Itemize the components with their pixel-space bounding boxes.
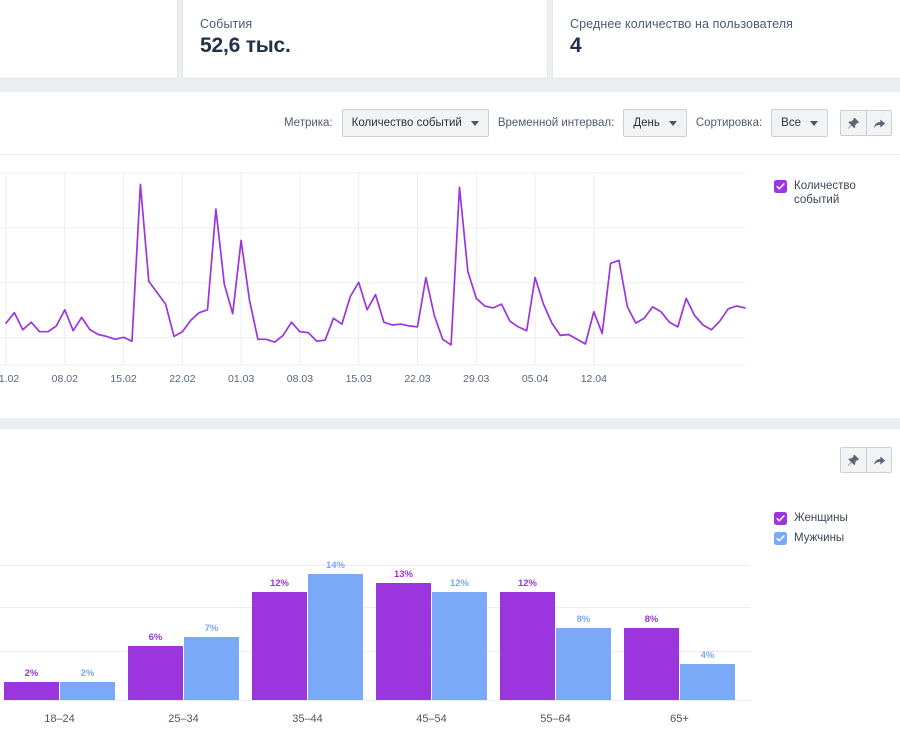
share-button[interactable] — [866, 447, 892, 473]
share-icon — [873, 119, 885, 128]
bar-value-label: 12% — [449, 578, 470, 589]
section-gap-1 — [0, 81, 900, 92]
line-chart-legend: Количество событий — [774, 179, 889, 213]
bar[interactable] — [432, 592, 487, 700]
pin-icon — [847, 117, 860, 129]
legend-item-men[interactable]: Мужчины — [774, 531, 848, 545]
legend-checkbox[interactable] — [774, 512, 787, 525]
x-axis-tick: 29.03 — [463, 373, 490, 385]
sort-dropdown[interactable]: Все — [771, 109, 828, 137]
bar[interactable] — [680, 664, 735, 700]
bar-chart-legend: Женщины Мужчины — [774, 511, 848, 551]
bar[interactable] — [60, 682, 115, 700]
pin-button[interactable] — [840, 447, 866, 473]
kpi-value: 52,6 тыс. — [200, 34, 291, 57]
age-gender-bar-chart[interactable]: 2% 2% 18–24 6% 7% 25–34 12% 14% 35–44 13% 12% 45–54… — [0, 491, 760, 749]
kpi-label: Среднее количество на пользователя — [570, 17, 794, 31]
sort-dropdown-value: Все — [781, 117, 801, 129]
bar-category-label: 25–34 — [168, 713, 199, 725]
bar-value-label: 4% — [700, 650, 715, 661]
x-axis-tick: 15.03 — [345, 373, 372, 385]
bar-value-label: 14% — [325, 560, 346, 571]
check-icon — [776, 515, 785, 522]
legend-item-events[interactable]: Количество событий — [774, 179, 889, 207]
kpi-card-0[interactable] — [0, 0, 178, 79]
legend-label: Женщины — [794, 512, 848, 524]
x-axis-tick: 01.03 — [227, 373, 255, 385]
bar-value-label: 12% — [269, 578, 290, 589]
chevron-down-icon — [668, 120, 677, 126]
bar[interactable] — [376, 583, 431, 700]
chevron-down-icon — [470, 120, 479, 126]
x-axis-tick: 22.02 — [169, 373, 196, 385]
bar-category-label: 35–44 — [292, 713, 323, 725]
bar-value-label: 8% — [644, 614, 659, 625]
x-axis-tick: 15.02 — [110, 373, 137, 385]
pin-icon — [847, 454, 860, 466]
legend-label: Мужчины — [794, 532, 845, 544]
x-axis-tick: 22.03 — [404, 373, 431, 385]
bar[interactable] — [184, 637, 239, 700]
legend-checkbox[interactable] — [774, 180, 787, 193]
kpi-label: События — [200, 17, 253, 31]
legend-checkbox[interactable] — [774, 532, 787, 545]
bar-value-label: 2% — [24, 668, 39, 679]
bar-value-label: 13% — [393, 569, 414, 580]
bar-value-label: 6% — [148, 632, 163, 643]
kpi-card-row: События 52,6 тыс. Среднее количество на … — [0, 0, 900, 81]
legend-item-women[interactable]: Женщины — [774, 511, 848, 525]
bar-category-label: 55–64 — [540, 713, 571, 725]
metric-label: Метрика: — [283, 117, 333, 129]
bar-value-label: 12% — [517, 578, 538, 589]
bar-value-label: 2% — [80, 668, 95, 679]
interval-dropdown[interactable]: День — [623, 109, 687, 137]
interval-dropdown-value: День — [633, 117, 660, 129]
bar-chart-toolbar — [0, 429, 900, 492]
x-axis-tick: 08.03 — [286, 373, 314, 385]
kpi-value: 4 — [570, 34, 582, 57]
share-button[interactable] — [866, 110, 892, 136]
bar-value-label: 8% — [576, 614, 591, 625]
section-gap-2 — [0, 418, 900, 429]
kpi-card-avg-per-user[interactable]: Среднее количество на пользователя 4 — [552, 0, 900, 79]
bar[interactable] — [624, 628, 679, 700]
line-chart-toolbar: Метрика: Количество событий Временной ин… — [0, 92, 900, 155]
bar-category-label: 65+ — [670, 713, 689, 725]
gridline — [0, 607, 750, 608]
bar-category-label: 18–24 — [44, 713, 75, 725]
kpi-card-events[interactable]: События 52,6 тыс. — [182, 0, 548, 79]
pin-button[interactable] — [840, 110, 866, 136]
events-line-chart[interactable] — [0, 165, 760, 520]
x-axis-tick: 08.02 — [51, 373, 78, 385]
check-icon — [776, 183, 785, 190]
legend-label: Количество событий — [794, 180, 856, 206]
gridline — [0, 565, 750, 566]
metric-dropdown-value: Количество событий — [351, 117, 462, 129]
x-axis-tick: 01.02 — [0, 373, 20, 385]
x-axis-tick: 05.04 — [521, 373, 549, 385]
baseline — [0, 700, 750, 701]
bar[interactable] — [500, 592, 555, 700]
line-chart-panel: 01.02 08.02 15.02 22.02 01.03 08.03 15.03 22.03… — [0, 155, 900, 418]
bar[interactable] — [128, 646, 183, 700]
bar[interactable] — [308, 574, 363, 700]
share-icon — [873, 456, 885, 465]
gridline — [0, 651, 750, 652]
bar[interactable] — [252, 592, 307, 700]
bar-value-label: 7% — [204, 623, 219, 634]
sort-label: Сортировка: — [695, 117, 763, 129]
check-icon — [776, 535, 785, 542]
interval-label: Временной интервал: — [497, 117, 615, 129]
bar-category-label: 45–54 — [416, 713, 447, 725]
chevron-down-icon — [810, 120, 818, 126]
metric-dropdown[interactable]: Количество событий — [341, 109, 489, 137]
bar[interactable] — [556, 628, 611, 700]
bar[interactable] — [4, 682, 59, 700]
x-axis-tick: 12.04 — [580, 373, 607, 385]
bar-chart-panel: Женщины Мужчины 2% 2% 18–24 6% 7% 25–34 12% 14%… — [0, 491, 900, 749]
